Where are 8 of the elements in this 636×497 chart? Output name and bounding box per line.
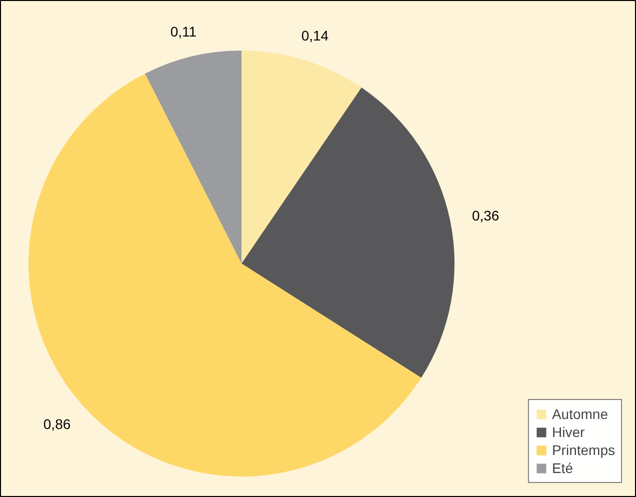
legend-label: Printemps bbox=[552, 442, 615, 458]
data-label: 0,11 bbox=[170, 24, 197, 40]
data-label: 0,86 bbox=[43, 416, 71, 432]
data-label: 0,14 bbox=[301, 28, 329, 44]
legend-label: Automne bbox=[552, 406, 608, 422]
legend-label: Eté bbox=[552, 460, 573, 476]
legend-label: Hiver bbox=[552, 424, 585, 440]
data-label: 0,36 bbox=[472, 207, 500, 224]
